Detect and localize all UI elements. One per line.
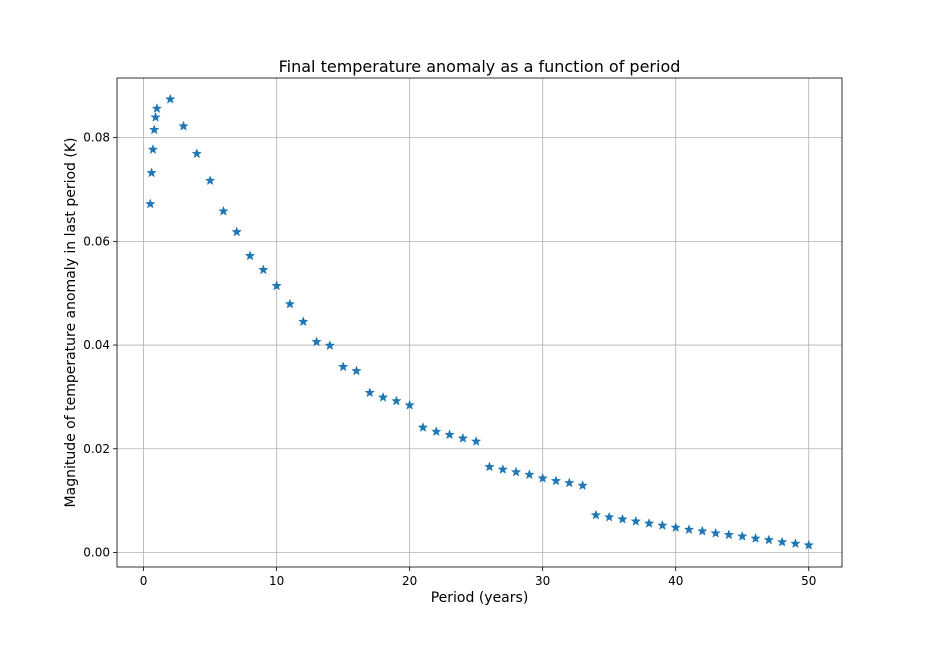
data-point-star bbox=[484, 461, 495, 472]
data-point-star bbox=[470, 435, 482, 446]
data-point-star bbox=[271, 280, 282, 291]
data-point-star bbox=[231, 226, 242, 237]
data-point-star bbox=[148, 124, 160, 135]
data-point-star bbox=[364, 387, 376, 398]
x-tick-label: 40 bbox=[668, 574, 683, 588]
data-point-star bbox=[590, 509, 602, 520]
data-point-star bbox=[497, 463, 509, 474]
plot-frame bbox=[116, 77, 843, 568]
data-point-star bbox=[284, 298, 296, 309]
data-points bbox=[145, 93, 814, 550]
data-point-star bbox=[710, 527, 721, 538]
y-tick-label: 0.06 bbox=[83, 234, 110, 248]
data-point-star bbox=[417, 421, 429, 432]
data-point-star bbox=[564, 477, 575, 488]
data-point-star bbox=[457, 432, 469, 443]
data-point-star bbox=[630, 515, 642, 526]
data-point-star bbox=[657, 519, 668, 530]
x-tick-label: 30 bbox=[535, 574, 550, 588]
y-tick-label: 0.00 bbox=[83, 545, 110, 559]
data-point-star bbox=[444, 429, 455, 440]
grid-lines bbox=[117, 78, 842, 567]
x-tick-label: 0 bbox=[140, 574, 148, 588]
data-point-star bbox=[603, 511, 615, 522]
data-point-star bbox=[258, 264, 269, 275]
data-point-star bbox=[191, 148, 203, 159]
data-point-star bbox=[670, 522, 681, 533]
data-point-star bbox=[537, 472, 548, 483]
data-point-star bbox=[311, 336, 322, 347]
data-point-star bbox=[790, 538, 801, 549]
x-axis-label: Period (years) bbox=[431, 590, 529, 606]
data-point-star bbox=[723, 529, 735, 540]
data-point-star bbox=[750, 532, 761, 543]
y-axis-label: Magnitude of temperature anomaly in last… bbox=[63, 138, 79, 508]
data-point-star bbox=[431, 426, 442, 437]
x-tick-label: 20 bbox=[402, 574, 417, 588]
data-point-star bbox=[297, 316, 309, 327]
data-point-star bbox=[617, 513, 628, 524]
data-point-star bbox=[324, 340, 336, 351]
y-tick-label: 0.02 bbox=[83, 442, 110, 456]
data-point-star bbox=[736, 530, 748, 541]
x-tick-label: 10 bbox=[269, 574, 284, 588]
data-point-star bbox=[510, 466, 522, 477]
data-point-star bbox=[204, 175, 216, 186]
chart-title: Final temperature anomaly as a function … bbox=[279, 57, 681, 76]
data-point-star bbox=[145, 198, 156, 209]
data-point-star bbox=[524, 469, 535, 480]
data-point-star bbox=[550, 475, 562, 486]
x-tick-label: 50 bbox=[801, 574, 816, 588]
data-point-star bbox=[178, 120, 189, 131]
data-point-star bbox=[164, 93, 176, 104]
data-point-star bbox=[337, 361, 349, 372]
data-point-star bbox=[150, 111, 161, 122]
data-point-star bbox=[643, 517, 655, 528]
data-point-star bbox=[776, 536, 788, 547]
data-point-star bbox=[763, 534, 775, 545]
data-point-star bbox=[151, 103, 163, 114]
data-point-star bbox=[803, 539, 814, 550]
data-point-star bbox=[146, 167, 157, 178]
data-point-star bbox=[391, 395, 402, 406]
data-point-star bbox=[577, 480, 588, 491]
data-point-star bbox=[244, 250, 256, 261]
y-tick-label: 0.08 bbox=[83, 131, 110, 145]
data-point-star bbox=[404, 399, 415, 410]
data-point-star bbox=[683, 524, 695, 535]
data-point-star bbox=[351, 365, 362, 376]
data-point-star bbox=[697, 525, 708, 536]
axis-ticks: 0 10 20 30 40 50 0.00 0.02 0.04 0.06 0.08 bbox=[83, 131, 816, 588]
y-tick-label: 0.04 bbox=[83, 338, 110, 352]
data-point-star bbox=[218, 205, 229, 216]
data-point-star bbox=[147, 144, 159, 155]
data-point-star bbox=[377, 391, 389, 402]
